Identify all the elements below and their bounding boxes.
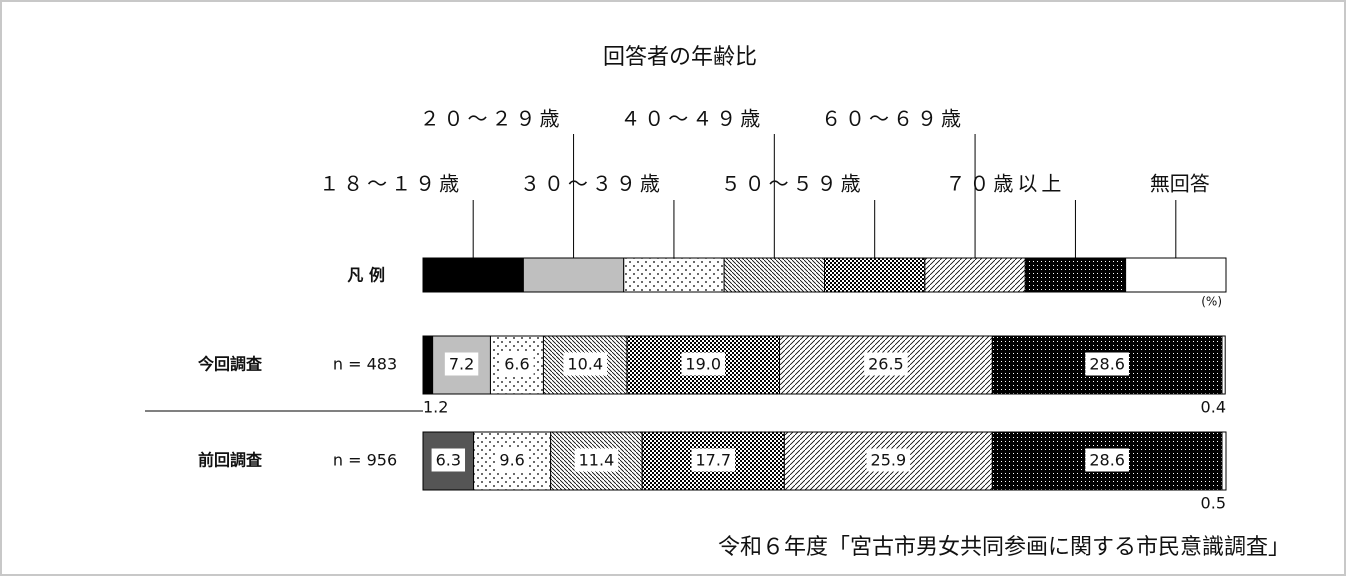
legend-entry: ６０～６９歳 <box>821 107 965 131</box>
value-label: 10.4 <box>567 355 603 374</box>
legend-swatch <box>1024 257 1127 293</box>
value-label: 25.9 <box>871 451 907 470</box>
value-label-bg <box>574 448 619 472</box>
legend-entry: ２０～２９歳 <box>420 107 564 131</box>
value-label-bg <box>431 448 466 472</box>
value-label: 26.5 <box>868 355 904 374</box>
value-label-bg <box>500 352 534 376</box>
legend-swatch <box>1125 257 1227 293</box>
value-label: 6.6 <box>504 355 529 374</box>
legend-entry: １８～１９歳 <box>319 172 463 196</box>
category-label: 今回調査 <box>197 355 262 374</box>
value-label: 17.7 <box>695 451 731 470</box>
value-label-bg <box>864 352 908 376</box>
value-label: 28.6 <box>1089 355 1125 374</box>
legend-swatch <box>522 257 625 293</box>
value-label-bg <box>866 448 911 472</box>
value-label: 11.4 <box>579 451 615 470</box>
sample-size: n = 956 <box>333 451 397 470</box>
legend-swatch <box>623 257 725 293</box>
value-label: 19.0 <box>685 355 721 374</box>
value-label-bg <box>563 352 608 376</box>
bar-segment <box>641 431 785 491</box>
value-label: 0.4 <box>1201 398 1226 417</box>
value-label: 9.6 <box>499 451 524 470</box>
sample-size: n = 483 <box>333 355 397 374</box>
legend-entry: ３０～３９歳 <box>520 172 664 196</box>
value-label-bg <box>1085 448 1129 472</box>
value-label-bg <box>691 448 736 472</box>
bar-segment <box>1221 335 1226 395</box>
bar-segment <box>422 335 434 395</box>
source: 令和６年度「宮古市男女共同参画に関する市民意識調査」 <box>718 535 1290 560</box>
legend-entry: 無回答 <box>1150 172 1210 196</box>
value-label-bg <box>495 448 529 472</box>
legend-label: 凡 例 <box>347 266 385 285</box>
legend-entry: ４０～４９歳 <box>620 107 764 131</box>
value-label: 7.2 <box>449 355 474 374</box>
legend-entry: ５０～５９歳 <box>721 172 865 196</box>
chart-title: 回答者の年齢比 <box>603 45 757 70</box>
category-label: 前回調査 <box>198 451 262 470</box>
value-label-bg <box>681 352 726 376</box>
value-label: 1.2 <box>423 398 448 417</box>
legend-entry: ７０歳以上 <box>945 172 1065 196</box>
unit-label: (%) <box>1201 295 1222 309</box>
value-label: 6.3 <box>436 451 461 470</box>
value-label-bg <box>1085 352 1129 376</box>
value-label: 0.5 <box>1201 494 1226 513</box>
value-label: 28.6 <box>1089 451 1125 470</box>
legend-swatch <box>422 257 524 293</box>
legend-swatch <box>924 257 1026 293</box>
legend-swatch <box>824 257 926 293</box>
bar-segment <box>1221 431 1227 491</box>
legend-swatch <box>723 257 825 293</box>
value-label-bg <box>444 352 479 376</box>
